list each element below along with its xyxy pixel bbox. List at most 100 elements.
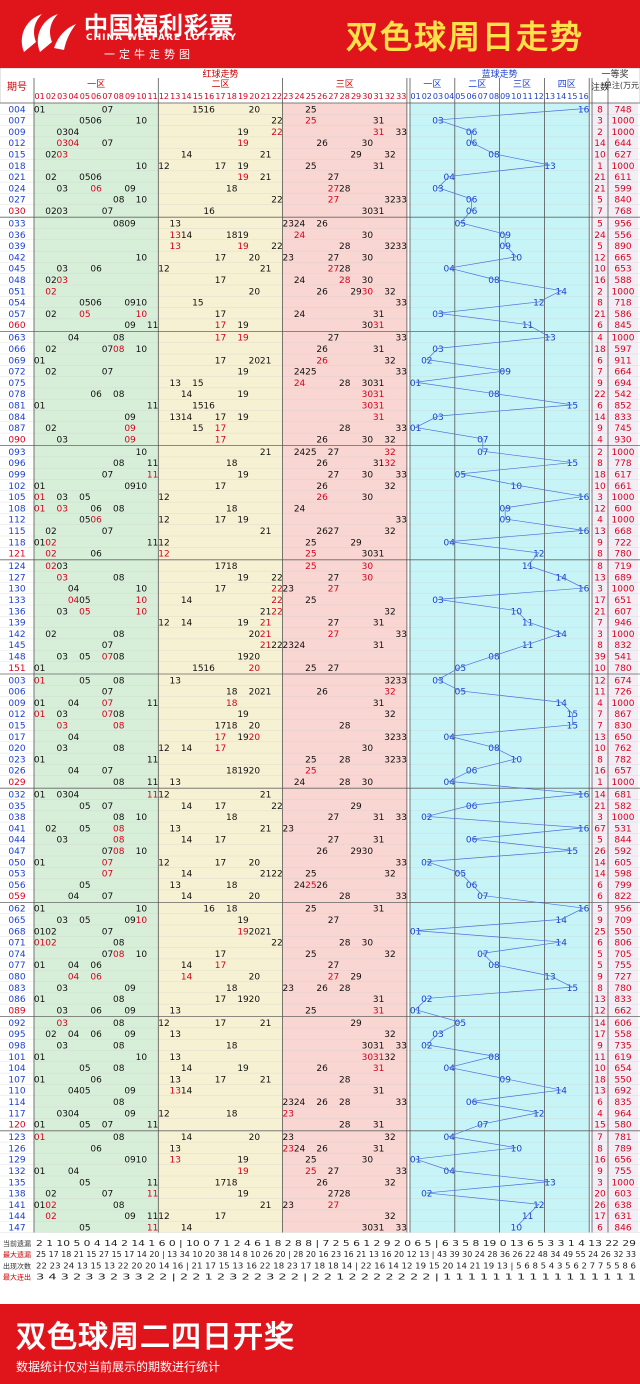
red-number-header-30: 30 bbox=[362, 92, 372, 101]
red-ball-mark: 27 bbox=[328, 664, 339, 674]
red-ball-mark: 33 bbox=[396, 471, 407, 481]
red-ball-mark: 01 bbox=[34, 1053, 45, 1063]
red-ball-mark: 31 bbox=[373, 550, 384, 560]
red-ball-mark: 02 bbox=[45, 630, 56, 640]
prize-winner-count: 9 bbox=[597, 973, 603, 983]
prize-amount: 556 bbox=[614, 231, 631, 241]
red-ball-mark: 17 bbox=[215, 334, 226, 344]
prize-winner-count: 6 bbox=[597, 1098, 603, 1108]
red-ball-mark: 32 bbox=[384, 448, 395, 458]
red-ball-mark: 08 bbox=[113, 334, 125, 344]
red-ball-mark: 22 bbox=[271, 870, 282, 880]
red-number-header-07: 07 bbox=[102, 92, 112, 101]
red-ball-mark: 24 bbox=[294, 1098, 306, 1108]
red-ball-mark: 08 bbox=[113, 459, 125, 469]
blue-ball-mark: 13 bbox=[544, 973, 555, 983]
red-number-header-08: 08 bbox=[114, 92, 124, 101]
issue-number: 004 bbox=[8, 105, 25, 115]
issue-number: 023 bbox=[8, 755, 25, 765]
red-ball-mark: 33 bbox=[396, 128, 407, 138]
red-ball-mark: 26 bbox=[316, 1064, 328, 1074]
red-ball-mark: 13 bbox=[170, 881, 181, 891]
issue-number: 015 bbox=[8, 151, 25, 161]
red-ball-mark: 27 bbox=[328, 334, 339, 344]
red-ball-mark: 11 bbox=[147, 791, 158, 801]
issue-number: 141 bbox=[8, 1201, 25, 1211]
prize-count-header: 注数 bbox=[591, 81, 609, 93]
red-ball-mark: 12 bbox=[158, 493, 169, 503]
prize-amount: 806 bbox=[614, 939, 631, 949]
issue-number: 071 bbox=[8, 939, 25, 949]
blue-number-header-02: 02 bbox=[422, 92, 432, 101]
red-ball-mark: 18 bbox=[226, 881, 238, 891]
red-ball-mark: 28 bbox=[339, 424, 351, 434]
prize-amount: 722 bbox=[614, 538, 631, 548]
red-ball-mark: 21 bbox=[260, 630, 271, 640]
red-ball-mark: 16 bbox=[203, 905, 215, 915]
red-ball-mark: 18 bbox=[226, 231, 238, 241]
red-ball-mark: 31 bbox=[373, 390, 384, 400]
red-ball-mark: 10 bbox=[136, 345, 148, 355]
issue-number: 024 bbox=[8, 184, 25, 194]
issue-number: 117 bbox=[8, 1109, 25, 1119]
red-ball-mark: 27 bbox=[328, 448, 339, 458]
red-ball-mark: 10 bbox=[136, 253, 148, 263]
red-ball-mark: 18 bbox=[226, 688, 238, 698]
issue-number: 072 bbox=[8, 368, 25, 378]
prize-amount: 780 bbox=[614, 664, 631, 674]
red-ball-mark: 23 bbox=[283, 1201, 294, 1211]
issue-number: 095 bbox=[8, 1030, 25, 1040]
prize-winner-count: 11 bbox=[594, 1053, 605, 1063]
statistics-note: 数据统计仅对当前展示的期数进行统计 bbox=[16, 1360, 221, 1374]
red-ball-mark: 32 bbox=[384, 755, 395, 765]
blue-zone-2-label: 二区 bbox=[468, 79, 486, 90]
blue-ball-mark: 03 bbox=[432, 413, 443, 423]
red-ball-mark: 27 bbox=[328, 585, 339, 595]
red-ball-mark: 05 bbox=[79, 1178, 90, 1188]
issue-number: 090 bbox=[8, 435, 25, 445]
red-ball-mark: 31 bbox=[373, 321, 384, 331]
red-ball-mark: 22 bbox=[271, 117, 282, 127]
prize-amount: 727 bbox=[614, 973, 631, 983]
red-ball-mark: 09 bbox=[124, 1212, 136, 1222]
footer-banner: 双色球周二四日开奖 数据统计仅对当前展示的期数进行统计 bbox=[0, 1304, 640, 1384]
issue-number: 015 bbox=[8, 722, 25, 732]
blue-ball-mark: 07 bbox=[477, 892, 488, 902]
issue-number: 063 bbox=[8, 334, 25, 344]
red-ball-mark: 02 bbox=[45, 550, 56, 560]
red-ball-mark: 21 bbox=[260, 619, 271, 629]
prize-amount: 833 bbox=[614, 995, 631, 1005]
blue-ball-mark: 12 bbox=[533, 1201, 544, 1211]
issue-number: 026 bbox=[8, 767, 25, 777]
red-number-header-23: 23 bbox=[283, 92, 293, 101]
red-ball-mark: 06 bbox=[90, 1006, 102, 1016]
red-ball-mark: 32 bbox=[384, 356, 395, 366]
red-ball-mark: 03 bbox=[57, 562, 68, 572]
red-ball-mark: 31 bbox=[373, 641, 384, 651]
issue-number: 012 bbox=[8, 139, 25, 149]
red-ball-mark: 31 bbox=[373, 310, 384, 320]
prize-amount: 780 bbox=[614, 550, 631, 560]
red-ball-mark: 24 bbox=[294, 368, 306, 378]
issue-number: 057 bbox=[8, 310, 25, 320]
red-ball-mark: 31 bbox=[373, 905, 384, 915]
blue-ball-mark: 03 bbox=[432, 676, 443, 686]
red-ball-mark: 14 bbox=[181, 1087, 193, 1097]
red-ball-mark: 03 bbox=[57, 1109, 68, 1119]
prize-amount: 789 bbox=[614, 1144, 631, 1154]
red-ball-mark: 20 bbox=[249, 653, 261, 663]
prize-amount: 599 bbox=[614, 184, 631, 194]
red-ball-mark: 12 bbox=[158, 162, 169, 172]
red-ball-mark: 30 bbox=[362, 435, 374, 445]
red-ball-mark: 28 bbox=[339, 939, 351, 949]
red-ball-mark: 30 bbox=[362, 379, 374, 389]
issue-column-header: 期号 bbox=[7, 81, 27, 93]
red-ball-mark: 19 bbox=[237, 231, 249, 241]
prize-winner-count: 5 bbox=[597, 196, 603, 206]
prize-amount: 748 bbox=[614, 105, 631, 115]
prize-winner-count: 8 bbox=[597, 984, 603, 994]
red-ball-mark: 01 bbox=[34, 1133, 45, 1143]
issue-number: 062 bbox=[8, 905, 25, 915]
red-ball-mark: 01 bbox=[34, 1121, 45, 1131]
blue-ball-mark: 04 bbox=[443, 538, 455, 548]
